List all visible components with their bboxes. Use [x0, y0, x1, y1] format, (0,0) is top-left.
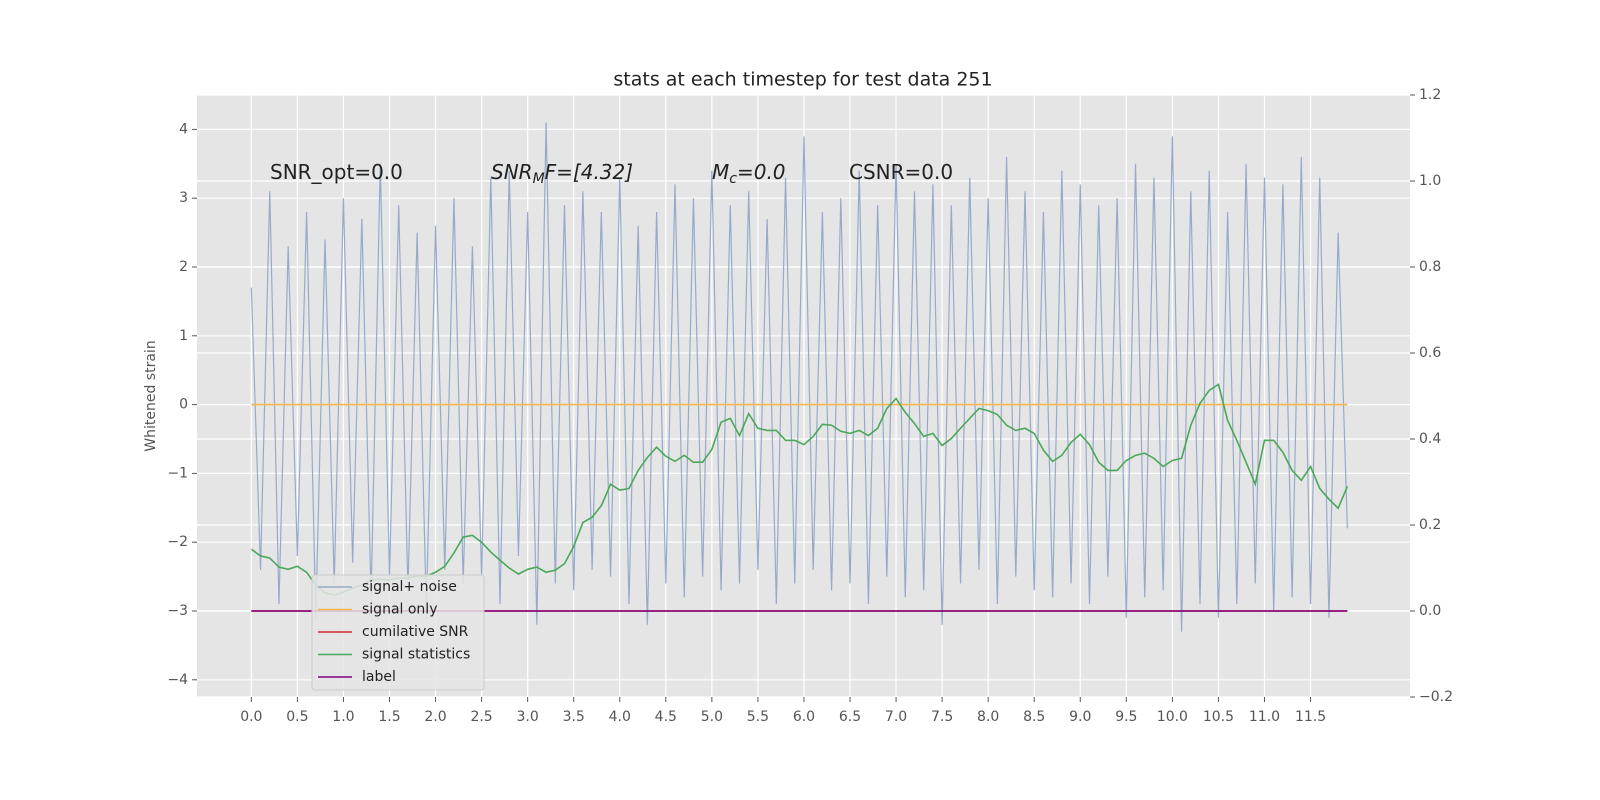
y2-tick-label: 0.0 — [1419, 603, 1441, 619]
series-line — [250, 122, 1348, 632]
y2-tick-label: 1.0 — [1419, 173, 1441, 189]
legend-box — [311, 574, 485, 691]
annotation-text: SNR — [491, 160, 533, 184]
annotation: SNRMF=[4.32] — [491, 160, 633, 188]
y2-tick-label: 1.2 — [1419, 87, 1441, 103]
series-line — [250, 383, 1349, 596]
x-tick-label: 0.0 — [240, 709, 262, 725]
x-tick-label: 6.5 — [839, 709, 861, 725]
y2-tick-label: −0.2 — [1419, 689, 1453, 705]
annotation-text: M — [712, 160, 729, 184]
x-tick-label: 7.5 — [931, 709, 953, 725]
y2-tick-label: 0.4 — [1419, 431, 1441, 447]
legend-label: cumilative SNR — [362, 624, 469, 640]
y-tick-label: −1 — [167, 465, 188, 481]
annotation: SNR_opt=0.0 — [270, 160, 403, 184]
x-tick-label: 5.0 — [701, 709, 723, 725]
x-tick-label: 11.5 — [1295, 709, 1326, 725]
chart-title: stats at each timestep for test data 251 — [613, 69, 992, 91]
x-tick-label: 10.5 — [1203, 709, 1234, 725]
y2-tick-label: 0.2 — [1419, 517, 1441, 533]
y-tick-label: −3 — [167, 603, 188, 619]
legend-label: signal statistics — [362, 647, 470, 663]
annotation: CSNR=0.0 — [849, 160, 953, 184]
x-tick-label: 8.0 — [977, 709, 999, 725]
annotation-subscript: M — [533, 171, 545, 187]
x-tick-label: 10.0 — [1157, 709, 1188, 725]
x-tick-label: 1.0 — [332, 709, 354, 725]
annotation-text: CSNR=0.0 — [849, 160, 953, 184]
y-tick-label: 3 — [179, 190, 188, 206]
x-tick-label: 3.5 — [563, 709, 585, 725]
legend-label: signal+ noise — [362, 579, 457, 595]
y-tick-label: 2 — [179, 259, 188, 275]
annotation: Mc=0.0 — [712, 160, 786, 188]
annotation-subscript: c — [729, 171, 737, 187]
y2-tick-label: 0.6 — [1419, 345, 1441, 361]
annotation-rest: =0.0 — [737, 160, 786, 184]
y-tick-label: −4 — [167, 672, 188, 688]
x-tick-label: 4.5 — [655, 709, 677, 725]
y-tick-label: −2 — [167, 534, 188, 550]
x-tick-label: 5.5 — [747, 709, 769, 725]
x-tick-label: 8.5 — [1023, 709, 1045, 725]
legend-label: label — [362, 669, 396, 685]
x-tick-label: 11.0 — [1249, 709, 1280, 725]
x-tick-label: 4.0 — [609, 709, 631, 725]
x-tick-label: 0.5 — [286, 709, 308, 725]
x-tick-label: 9.0 — [1069, 709, 1091, 725]
y-tick-label: 1 — [179, 328, 188, 344]
annotation-text: SNR_opt=0.0 — [270, 160, 403, 184]
y-tick-label: 4 — [179, 121, 188, 137]
x-tick-label: 6.0 — [793, 709, 815, 725]
y-tick-label: 0 — [179, 397, 188, 413]
x-tick-label: 9.5 — [1115, 709, 1137, 725]
x-tick-label: 2.5 — [470, 709, 492, 725]
x-tick-label: 3.0 — [517, 709, 539, 725]
y-axis-label: Whitened strain — [143, 340, 159, 451]
x-tick-label: 2.0 — [424, 709, 446, 725]
x-tick-label: 1.5 — [378, 709, 400, 725]
legend-label: signal only — [362, 602, 437, 618]
y2-tick-label: 0.8 — [1419, 259, 1441, 275]
annotation-rest: F=[4.32] — [545, 160, 633, 184]
x-tick-label: 7.0 — [885, 709, 907, 725]
